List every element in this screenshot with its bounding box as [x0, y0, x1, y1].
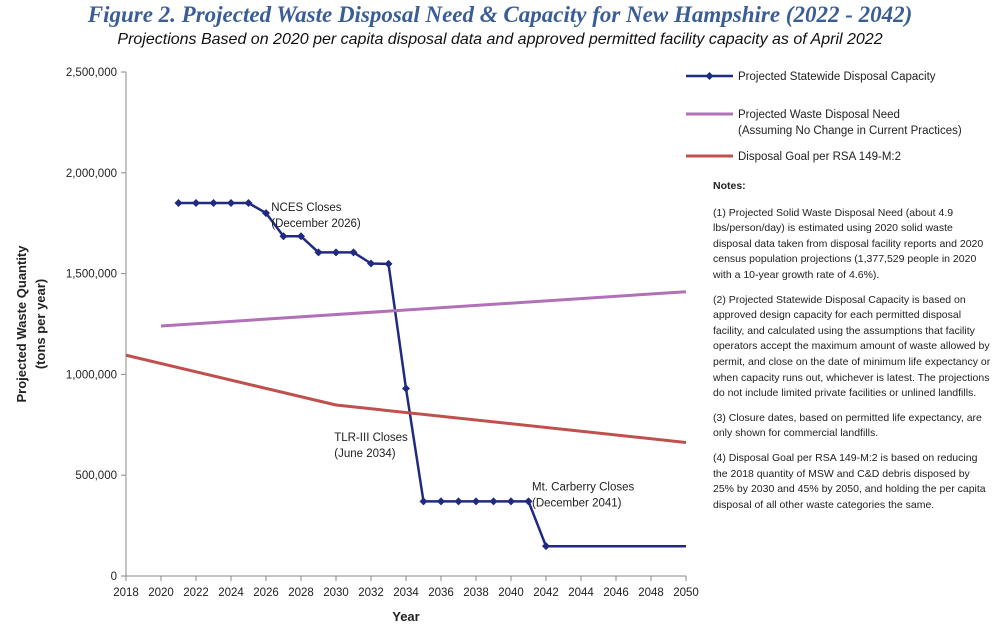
note-3: (3) Closure dates, based on permitted li…	[713, 411, 993, 442]
note-2: (2) Projected Statewide Disposal Capacit…	[713, 293, 993, 402]
y-tick-label: 2,000,000	[66, 168, 117, 180]
x-tick-label: 2050	[673, 587, 699, 599]
series-goal-line	[125, 353, 687, 444]
y-tick-label: 1,500,000	[66, 269, 117, 281]
x-tick-label: 2048	[638, 587, 664, 599]
x-tick-label: 2032	[358, 587, 384, 599]
x-tick-label: 2030	[323, 587, 349, 599]
note-1-number: (1)	[713, 206, 726, 219]
capacity-point	[314, 248, 323, 257]
y-tick-label: 2,500,000	[66, 67, 117, 79]
legend-label-goal: Disposal Goal per RSA 149-M:2	[738, 151, 901, 163]
x-tick-label: 2038	[463, 587, 489, 599]
x-axis-title: Year	[392, 609, 419, 624]
x-tick-label: 2036	[428, 587, 454, 599]
annotation-label: TLR-III Closes	[334, 432, 408, 444]
x-tick-label: 2044	[568, 587, 594, 599]
annotation-label: NCES Closes	[271, 202, 342, 214]
chart-axes: 0 500,000 1,000,000 1,500,000 2,000,000 2,500…	[14, 67, 699, 624]
x-tick-label: 2042	[533, 587, 559, 599]
note-4-number: (4)	[713, 451, 726, 464]
series-need-line	[160, 290, 687, 328]
legend-marker-capacity	[705, 72, 714, 80]
capacity-point	[349, 248, 358, 257]
capacity-point	[367, 259, 375, 268]
capacity-point	[542, 542, 550, 551]
capacity-point	[244, 199, 253, 208]
y-axis-title: Projected Waste Quantity	[14, 245, 29, 403]
note-3-number: (3)	[713, 411, 726, 424]
capacity-point	[209, 199, 218, 208]
capacity-point	[437, 497, 445, 506]
chart-annotations: NCES Closes (December 2026) TLR-III Closes…	[271, 202, 634, 509]
capacity-point	[507, 497, 515, 506]
x-tick-label: 2034	[393, 587, 419, 599]
legend-label-need-line2: (Assuming No Change in Current Practices…	[738, 125, 962, 137]
notes-panel: Notes: (1) Projected Solid Waste Disposa…	[713, 179, 993, 522]
notes-heading: Notes:	[713, 180, 746, 192]
y-tick-label: 1,000,000	[66, 369, 117, 381]
capacity-point	[332, 248, 340, 257]
capacity-point	[489, 497, 498, 506]
note-4: (4) Disposal Goal per RSA 149-M:2 is bas…	[713, 451, 993, 513]
capacity-point	[227, 199, 235, 208]
x-tick-label: 2026	[253, 587, 279, 599]
note-2-text: Projected Statewide Disposal Capacity is…	[713, 293, 991, 400]
x-tick-label: 2040	[498, 587, 524, 599]
legend-label-capacity: Projected Statewide Disposal Capacity	[738, 71, 936, 83]
capacity-point	[454, 497, 463, 506]
y-axis-title: (tons per year)	[33, 279, 48, 369]
capacity-point	[384, 259, 393, 268]
y-tick-label: 500,000	[75, 470, 117, 482]
note-2-number: (2)	[713, 293, 726, 306]
capacity-point	[524, 497, 533, 506]
annotation-label: Mt. Carberry Closes	[532, 481, 634, 493]
chart-legend: Projected Statewide Disposal Capacity Pr…	[686, 71, 962, 163]
x-tick-label: 2046	[603, 587, 629, 599]
x-tick-label: 2028	[288, 587, 314, 599]
capacity-point	[297, 232, 305, 241]
capacity-point	[279, 232, 288, 241]
capacity-point	[402, 384, 410, 393]
annotation-label: (December 2026)	[271, 218, 361, 230]
note-4-text: Disposal Goal per RSA 149-M:2 is based o…	[713, 451, 986, 511]
chart-series	[125, 199, 687, 551]
capacity-point	[192, 199, 200, 208]
x-tick-label: 2022	[183, 587, 209, 599]
legend-label-need: Projected Waste Disposal Need	[738, 109, 900, 121]
capacity-point	[174, 199, 183, 208]
y-tick-label: 0	[111, 571, 117, 583]
note-1-text: Projected Solid Waste Disposal Need (abo…	[713, 206, 984, 281]
x-tick-label: 2018	[113, 587, 139, 599]
annotation-label: (December 2041)	[532, 497, 622, 509]
capacity-point	[262, 209, 270, 218]
capacity-point	[419, 497, 428, 506]
chart-subtitle: Projections Based on 2020 per capita dis…	[117, 31, 883, 48]
x-tick-label: 2020	[148, 587, 174, 599]
series-capacity-line	[178, 201, 686, 548]
annotation-label: (June 2034)	[334, 448, 396, 460]
x-tick-label: 2024	[218, 587, 244, 599]
note-1: (1) Projected Solid Waste Disposal Need …	[713, 206, 993, 284]
capacity-point	[472, 497, 480, 506]
chart-title: Figure 2. Projected Waste Disposal Need …	[87, 2, 913, 27]
note-3-text: Closure dates, based on permitted life e…	[713, 411, 982, 440]
